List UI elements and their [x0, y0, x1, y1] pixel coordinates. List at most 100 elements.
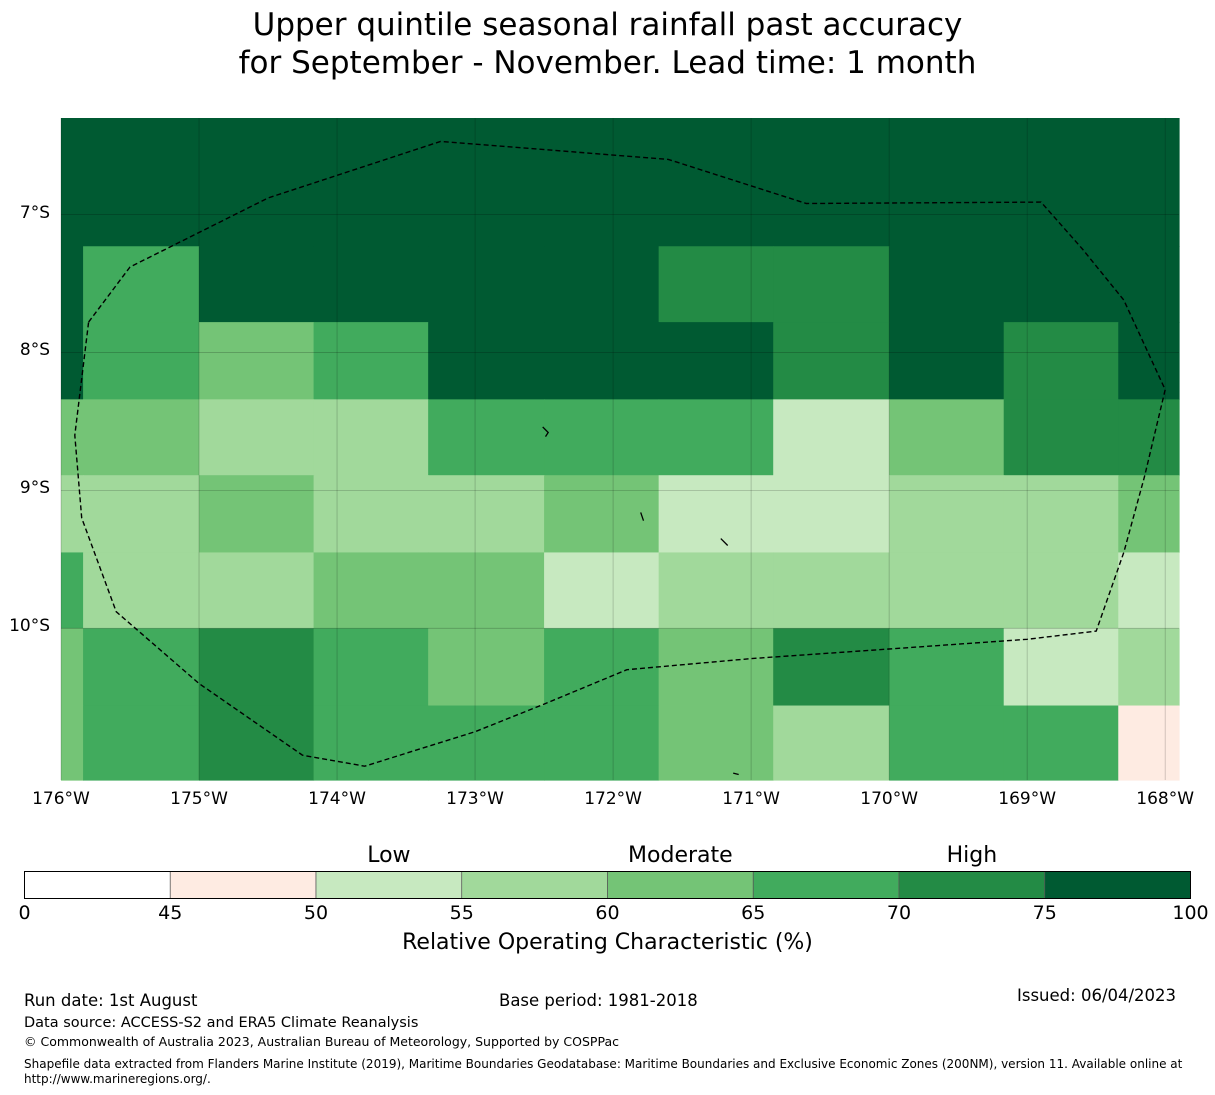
grid-cell: [83, 705, 200, 781]
lon-tick-label: 168°W: [1136, 789, 1195, 809]
grid-cell: [889, 705, 1005, 781]
data-source: Data source: ACCESS-S2 and ERA5 Climate …: [24, 1015, 419, 1031]
grid-cell: [313, 246, 429, 323]
island-outline: [720, 538, 729, 546]
grid-cell: [1118, 475, 1180, 554]
grid-cell: [1118, 322, 1180, 400]
grid-cell: [313, 118, 429, 247]
grid-cell: [428, 246, 545, 323]
colorbar-tick-label: 0: [18, 902, 31, 924]
grid-cell: [83, 246, 200, 323]
grid-cell: [544, 628, 660, 707]
grid-cell: [544, 246, 660, 323]
grid-cell: [83, 552, 200, 629]
roc-grid-cells: [61, 118, 1180, 781]
grid-cell: [773, 118, 890, 247]
colorbar-tick-label: 50: [303, 902, 329, 924]
grid-cell: [1003, 552, 1119, 629]
grid-cell: [1003, 628, 1119, 707]
colorbar-segment: [169, 871, 317, 899]
grid-cell: [83, 118, 200, 247]
lon-tick-label: 170°W: [860, 789, 919, 809]
grid-cell: [83, 399, 200, 476]
grid-cell: [199, 475, 315, 554]
grid-cell: [658, 322, 774, 400]
shapefile-credit: Shapefile data extracted from Flanders M…: [24, 1057, 1183, 1086]
colorbar-tick-label: 100: [1172, 902, 1209, 924]
colorbar-tick-label: 75: [1032, 902, 1057, 924]
grid-cell: [61, 705, 84, 781]
grid-cell: [1003, 399, 1119, 476]
lat-tick-label: 8°S: [19, 340, 50, 361]
grid-cell: [889, 552, 1005, 629]
grid-cell: [544, 705, 660, 781]
grid-cell: [61, 118, 84, 247]
grid-cell: [313, 628, 429, 707]
grid-cell: [773, 552, 890, 629]
island-outline: [542, 426, 550, 437]
grid-cell: [199, 118, 315, 247]
colorbar-segment: [315, 871, 463, 899]
grid-cell: [83, 475, 200, 554]
grid-cell: [199, 246, 315, 323]
grid-cell: [773, 322, 890, 400]
grid-cell: [1003, 246, 1119, 323]
chart-title: Upper quintile seasonal rainfall past ac…: [0, 6, 1215, 82]
grid-cell: [428, 475, 545, 554]
grid-cell: [1118, 118, 1180, 247]
grid-cell: [83, 322, 200, 400]
lon-tick-label: 172°W: [584, 789, 642, 809]
colorbar-tick-label: 60: [595, 902, 620, 924]
colorbar-category-label: Moderate: [628, 843, 733, 868]
grid-cell: [199, 552, 315, 629]
grid-cell: [658, 705, 774, 781]
lon-tick-label: 169°W: [998, 789, 1057, 809]
grid-cell: [313, 322, 429, 400]
lat-tick-label: 7°S: [19, 202, 50, 223]
colorbar-segment: [898, 871, 1046, 899]
colorbar-segment: [607, 871, 754, 899]
grid-cell: [61, 399, 84, 476]
colorbar-segment: [752, 871, 900, 899]
run-date: Run date: 1st August: [24, 991, 198, 1010]
colorbar-segment: [461, 871, 608, 899]
grid-cell: [428, 118, 545, 247]
grid-cell: [1003, 475, 1119, 554]
base-period: Base period: 1981-2018: [499, 991, 698, 1010]
grid-cell: [773, 399, 890, 476]
lon-tick-label: 173°W: [446, 789, 504, 809]
grid-cell: [544, 475, 660, 554]
grid-cell: [428, 322, 545, 400]
grid-cell: [658, 118, 774, 247]
grid-cell: [889, 246, 1005, 323]
colorbar-label: Relative Operating Characteristic (%): [402, 930, 813, 955]
eez-boundary: [74, 140, 1166, 767]
lon-tick-label: 176°W: [32, 789, 90, 809]
grid-cell: [773, 246, 890, 323]
islands: [542, 426, 739, 776]
colorbar-segment: [24, 871, 171, 899]
grid-cell: [428, 705, 545, 781]
island-outline: [733, 772, 739, 776]
grid-cell: [199, 322, 315, 400]
grid-cell: [61, 552, 84, 629]
grid-cell: [313, 399, 429, 476]
colorbar-tick-label: 65: [741, 902, 766, 924]
grid-cell: [313, 552, 429, 629]
lat-tick-label: 9°S: [19, 478, 50, 499]
colorbar-tick-label: 45: [158, 902, 183, 924]
lat-tick-label: 10°S: [9, 616, 50, 637]
lon-tick-label: 171°W: [722, 789, 780, 809]
grid-cell: [428, 552, 545, 629]
grid-cell: [61, 246, 84, 323]
grid-cell: [889, 475, 1005, 554]
colorbar-tick-label: 55: [449, 902, 474, 924]
grid-cell: [544, 322, 660, 400]
grid-cell: [544, 399, 660, 476]
grid-cell: [773, 628, 890, 707]
grid-cell: [1118, 705, 1180, 781]
grid-cell: [889, 118, 1005, 247]
island-outline: [640, 512, 645, 521]
grid-cell: [1118, 246, 1180, 323]
map-gridlines: [60, 118, 1179, 780]
